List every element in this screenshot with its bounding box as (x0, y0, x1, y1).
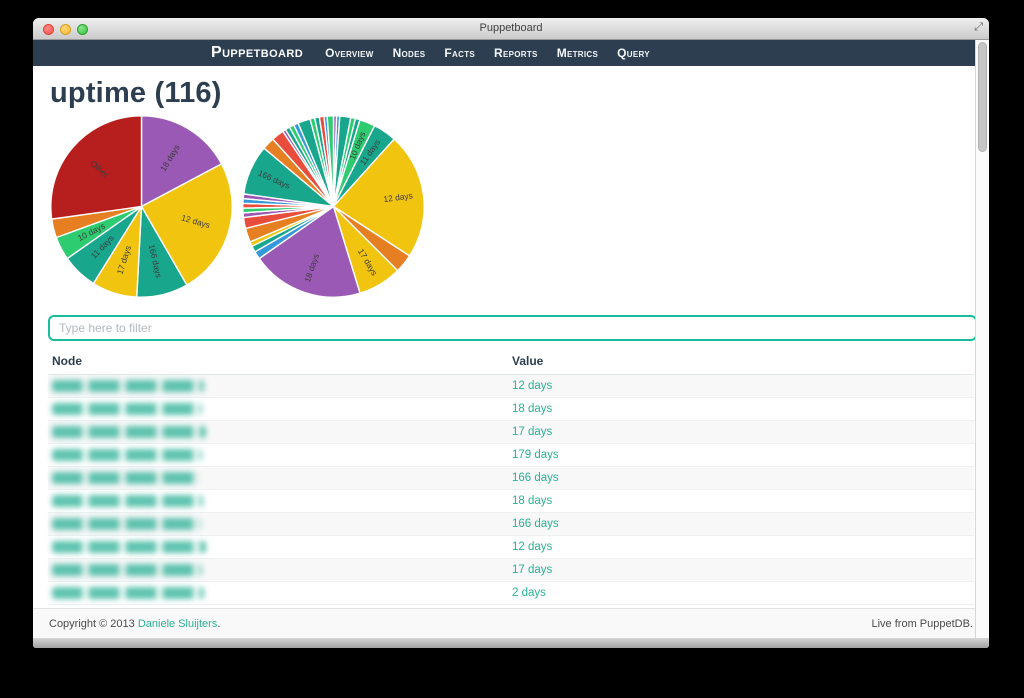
value-link[interactable]: 2 days (512, 587, 546, 599)
node-link-blurred[interactable] (52, 448, 202, 461)
node-cell (48, 558, 508, 582)
value-cell: 166 days (508, 466, 974, 490)
value-cell: 18 days (508, 489, 974, 513)
value-link[interactable]: 166 days (512, 472, 559, 484)
value-link[interactable]: 179 days (512, 449, 559, 461)
navbar: Puppetboard Overview Nodes Facts Reports Met… (33, 40, 989, 66)
filter-input[interactable] (48, 315, 977, 341)
pie-slice-Other[interactable] (50, 115, 143, 220)
node-cell (48, 420, 508, 444)
node-cell (48, 443, 508, 467)
navbar-brand[interactable]: Puppetboard (211, 44, 304, 61)
value-cell: 17 days (508, 558, 974, 582)
window-controls (43, 24, 88, 35)
main-content: uptime (116) 18 days 12 days 166 days 17 da… (33, 66, 989, 608)
column-header-value[interactable]: Value (508, 350, 974, 375)
nav-item-query[interactable]: Query (617, 46, 650, 60)
node-link-blurred[interactable] (52, 494, 203, 507)
table-row: 18 days (48, 397, 974, 421)
fullscreen-icon[interactable]: ⤢ (974, 21, 983, 33)
node-link-blurred[interactable] (52, 563, 202, 576)
value-cell: 2 days (508, 581, 974, 605)
value-link[interactable]: 166 days (512, 518, 559, 530)
value-cell: 18 days (508, 397, 974, 421)
node-cell (48, 581, 508, 605)
author-link[interactable]: Daniele Sluijters (137, 617, 218, 630)
facts-table: Node Value 12 days 18 days 17 days 179 days… (48, 350, 974, 605)
nav-item-metrics[interactable]: Metrics (556, 46, 599, 60)
value-link[interactable]: 18 days (512, 403, 553, 415)
node-cell (48, 535, 508, 559)
window-title: Puppetboard (479, 22, 543, 34)
charts-row: 18 days 12 days 166 days 17 days 11 days 10 d… (48, 113, 974, 300)
value-link[interactable]: 12 days (512, 380, 553, 392)
value-link[interactable]: 12 days (512, 541, 553, 553)
table-row: 18 days (48, 489, 974, 513)
column-header-node[interactable]: Node (48, 350, 508, 375)
table-row: 166 days (48, 466, 974, 490)
close-button[interactable] (43, 24, 54, 35)
node-cell (48, 512, 508, 536)
node-link-blurred[interactable] (52, 379, 204, 392)
nav-item-nodes[interactable]: Nodes (392, 46, 426, 60)
nav-item-overview[interactable]: Overview (325, 46, 374, 60)
window-titlebar[interactable]: Puppetboard ⤢ (33, 18, 989, 40)
pie-slice-18-days[interactable] (140, 115, 223, 208)
table-row: 12 days (48, 535, 974, 559)
node-cell (48, 489, 508, 513)
pie-slice-18-days[interactable] (258, 205, 361, 298)
node-link-blurred[interactable] (52, 540, 206, 553)
value-cell: 166 days (508, 512, 974, 536)
pie-slice[interactable] (326, 115, 335, 207)
table-row: 17 days (48, 558, 974, 582)
page-title: uptime (116) (50, 77, 222, 109)
table-header-row: Node Value (48, 350, 974, 375)
footer: Copyright © 2013 Daniele Sluijters. Live… (33, 608, 989, 638)
live-from-puppetdb-text: Live from PuppetDB. (871, 617, 974, 630)
value-link[interactable]: 18 days (512, 495, 553, 507)
node-link-blurred[interactable] (52, 517, 201, 530)
scrollbar[interactable] (975, 40, 989, 638)
nav-item-facts[interactable]: Facts (444, 46, 476, 60)
value-link[interactable]: 17 days (512, 426, 553, 438)
node-link-blurred[interactable] (52, 471, 199, 484)
value-cell: 12 days (508, 374, 974, 398)
node-cell (48, 466, 508, 490)
navbar-menu: Overview Nodes Facts Reports Metrics Query (325, 46, 669, 60)
node-link-blurred[interactable] (52, 402, 202, 415)
node-cell (48, 397, 508, 421)
scrollbar-thumb[interactable] (978, 42, 987, 152)
table-row: 17 days (48, 420, 974, 444)
value-cell: 17 days (508, 420, 974, 444)
nav-item-reports[interactable]: Reports (494, 46, 538, 60)
node-cell (48, 374, 508, 398)
node-link-blurred[interactable] (52, 425, 206, 438)
window-bottom-bar (33, 638, 989, 648)
copyright-text: Copyright © 2013 Daniele Sluijters. (49, 617, 221, 630)
app-window: Puppetboard ⤢ Puppetboard Overview Nodes F… (33, 18, 989, 648)
minimize-button[interactable] (60, 24, 71, 35)
value-link[interactable]: 17 days (512, 564, 553, 576)
table-row: 12 days (48, 374, 974, 398)
value-cell: 179 days (508, 443, 974, 467)
table-row: 179 days (48, 443, 974, 467)
value-cell: 12 days (508, 535, 974, 559)
pie-label: 12 days (383, 190, 414, 204)
table-row: 166 days (48, 512, 974, 536)
node-link-blurred[interactable] (52, 586, 204, 599)
pie-slice-12-days[interactable] (140, 162, 233, 286)
pie-slice-12-days[interactable] (332, 138, 425, 257)
table-row: 2 days (48, 581, 974, 605)
zoom-button[interactable] (77, 24, 88, 35)
